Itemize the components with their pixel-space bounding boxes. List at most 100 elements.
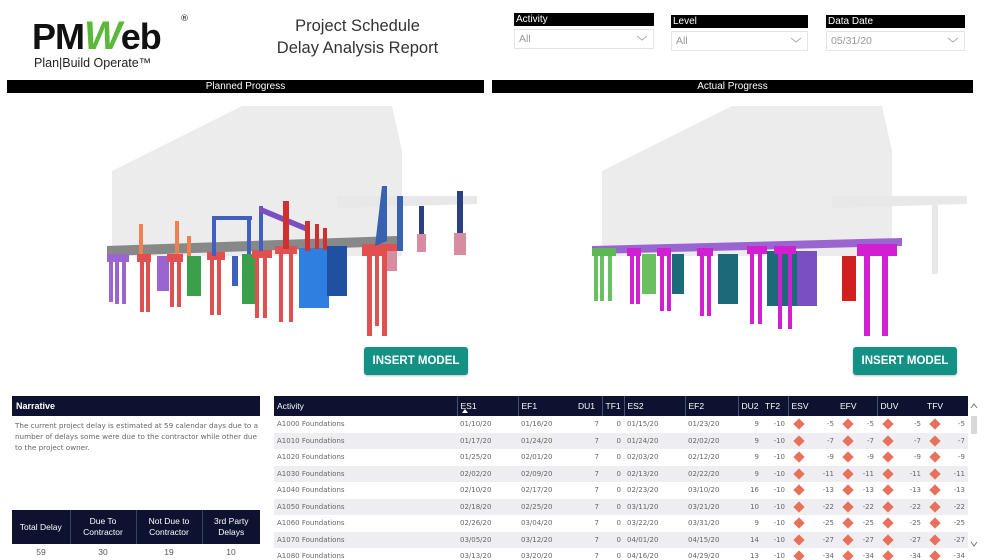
cell-tfv: -7 — [924, 432, 968, 449]
cell-tf2: -10 — [762, 498, 788, 515]
cell-es1: 02/02/20 — [457, 465, 518, 482]
cell-du1: 7 — [575, 531, 602, 548]
insert-model-button-actual[interactable]: INSERT MODEL — [853, 347, 957, 375]
cell-du2: 9 — [754, 420, 759, 429]
variance-diamond-icon — [842, 533, 854, 546]
column-header-tfv[interactable]: TFV — [924, 396, 968, 416]
variance-value: -11 — [909, 469, 921, 478]
table-row[interactable]: A1020 Foundations 01/25/20 02/01/20 7 0 02/03… — [274, 449, 968, 466]
cell-es2: 04/01/20 — [624, 531, 685, 548]
table-row[interactable]: A1010 Foundations 01/17/20 01/24/20 7 0 01/24… — [274, 432, 968, 449]
data-date-filter-label: Data Date — [826, 15, 965, 28]
variance-diamond-icon — [793, 517, 805, 529]
cell-ef2: 03/31/20 — [688, 519, 720, 528]
activity-dropdown[interactable]: All — [514, 29, 654, 49]
variance-value: -34 — [862, 552, 874, 560]
variance-value: -11 — [862, 469, 874, 478]
cell-tf1: 0 — [616, 486, 621, 495]
cell-du1: 7 — [594, 420, 599, 429]
column-header-tf2[interactable]: TF2 — [762, 396, 788, 416]
cell-es1: 03/13/20 — [460, 552, 492, 560]
column-header-es1[interactable]: ES1 — [456, 396, 518, 416]
cell-du2: 13 — [750, 552, 759, 560]
cell-ef2: 03/10/20 — [688, 486, 720, 495]
cell-du1: 7 — [594, 552, 599, 560]
cell-ef1: 01/16/20 — [521, 420, 553, 429]
scroll-thumb[interactable] — [971, 416, 977, 434]
logo-w: W — [84, 14, 122, 58]
column-header-du2[interactable]: DU2 — [737, 396, 762, 416]
cell-du2: 10 — [738, 498, 762, 515]
variance-diamond-icon — [929, 484, 941, 496]
data-date-dropdown[interactable]: 05/31/20 — [826, 31, 965, 51]
table-row[interactable]: A1060 Foundations 02/26/20 03/04/20 7 0 03/22… — [274, 515, 968, 532]
table-row[interactable]: A1040 Foundations 02/10/20 02/17/20 7 0 02/23… — [274, 482, 968, 499]
actual-progress-model[interactable] — [492, 96, 973, 346]
variance-diamond-icon — [793, 533, 805, 546]
variance-value: -7 — [867, 436, 874, 445]
grid-scrollbar[interactable] — [968, 396, 980, 560]
variance-value: -27 — [953, 535, 965, 544]
cell-esv: -11 — [788, 465, 837, 482]
variance-value: -11 — [822, 469, 834, 478]
column-header-esv[interactable]: ESV — [787, 396, 837, 416]
cell-tfv: -9 — [924, 449, 968, 466]
variance-diamond-icon — [882, 484, 894, 496]
column-header-activity[interactable]: Activity — [274, 396, 457, 416]
column-header-ef1[interactable]: EF1 — [517, 396, 575, 416]
cell-tf1: 0 — [616, 453, 621, 462]
variance-value: -34 — [909, 552, 921, 560]
planned-progress-model[interactable] — [7, 96, 484, 346]
cell-es1: 02/10/20 — [460, 486, 492, 495]
cell-duv: -11 — [877, 465, 924, 482]
cell-es2: 01/24/20 — [624, 432, 685, 449]
cell-tf1: 0 — [616, 519, 621, 528]
variance-value: -34 — [822, 552, 834, 560]
variance-value: -5 — [867, 420, 874, 429]
column-header-tf1[interactable]: TF1 — [601, 396, 624, 416]
column-header-es2[interactable]: ES2 — [623, 396, 685, 416]
delay-summary-table: Total Delay Due To Contractor Not Due to… — [12, 510, 260, 560]
logo-pm: PM — [32, 16, 85, 57]
logo-eb: eb — [120, 16, 162, 57]
table-row[interactable]: A1070 Foundations 03/05/20 03/12/20 7 0 04/01… — [274, 531, 968, 548]
variance-value: -27 — [909, 535, 921, 544]
cell-es1: 03/05/20 — [457, 531, 518, 548]
cell-tf1: 0 — [602, 498, 624, 515]
cell-du1: 7 — [575, 465, 602, 482]
cell-duv: -34 — [877, 548, 924, 560]
level-dropdown[interactable]: All — [671, 31, 808, 51]
table-row[interactable]: A1050 Foundations 02/18/20 02/25/20 7 0 03/11… — [274, 498, 968, 515]
planned-progress-header: Planned Progress — [7, 80, 484, 93]
scroll-down-icon[interactable] — [970, 540, 978, 548]
variance-diamond-icon — [842, 517, 854, 529]
variance-value: -9 — [958, 453, 965, 462]
table-row[interactable]: A1030 Foundations 02/02/20 02/09/20 7 0 02/13… — [274, 465, 968, 482]
cell-tfv: -25 — [924, 515, 968, 532]
column-header-ef2[interactable]: EF2 — [684, 396, 738, 416]
cell-duv: -13 — [877, 482, 924, 499]
cell-efv: -13 — [837, 482, 877, 499]
table-row[interactable]: A1080 Foundations 03/13/20 03/20/20 7 0 04/16… — [274, 548, 968, 560]
variance-value: -9 — [914, 453, 921, 462]
variance-diamond-icon — [929, 434, 941, 447]
activity-filter: Activity All — [514, 13, 654, 49]
variance-diamond-icon — [929, 467, 941, 480]
table-row[interactable]: A1000 Foundations 01/10/20 01/16/20 7 0 01/15… — [274, 416, 968, 433]
cell-es1: 02/18/20 — [457, 498, 518, 515]
cell-es2: 03/11/20 — [624, 498, 685, 515]
activity-dropdown-value: All — [519, 33, 531, 45]
cell-duv: -7 — [877, 432, 924, 449]
level-dropdown-value: All — [676, 35, 688, 47]
scroll-up-icon[interactable] — [970, 402, 978, 410]
column-header-efv[interactable]: EFV — [837, 396, 877, 416]
variance-value: -25 — [909, 519, 921, 528]
insert-model-button-planned[interactable]: INSERT MODEL — [364, 347, 468, 375]
variance-value: -22 — [953, 502, 965, 511]
report-title-line1: Project Schedule — [295, 17, 420, 35]
column-header-du1[interactable]: DU1 — [575, 396, 602, 416]
cell-du1: 7 — [594, 453, 599, 462]
cell-efv: -27 — [837, 531, 877, 548]
column-header-duv[interactable]: DUV — [876, 396, 924, 416]
